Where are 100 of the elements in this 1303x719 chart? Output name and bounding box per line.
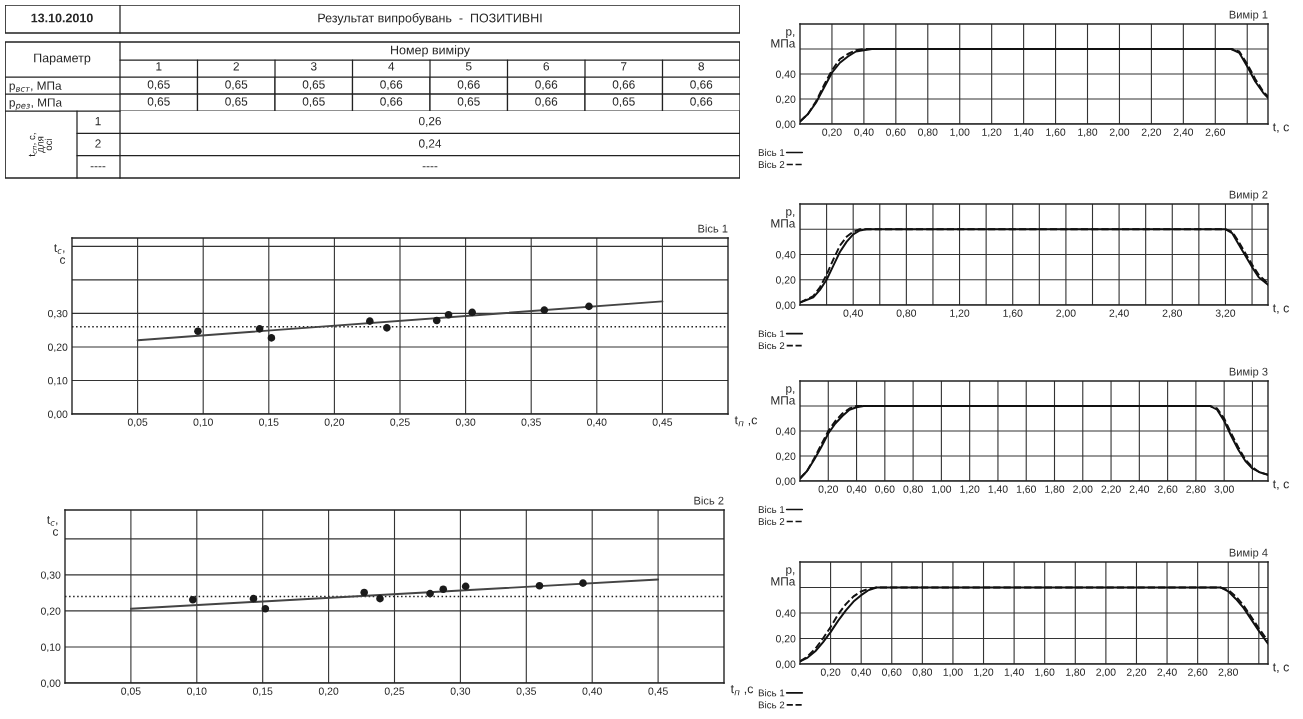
x-tick-label: 0,60 (886, 128, 906, 138)
y-tick-label: 0,20 (775, 95, 796, 105)
data-label: 0,65 (457, 97, 480, 108)
x-tick-label: 1,60 (1016, 485, 1036, 495)
x-tick-label: 1,80 (1078, 128, 1098, 138)
x-tick-label: 0,05 (127, 418, 148, 428)
y-tick-label: 0,10 (47, 376, 68, 386)
x-tick-label: 2,00 (1056, 309, 1076, 319)
x-tick-label: 0,20 (324, 418, 345, 428)
point (585, 302, 593, 311)
y-tick-label: 0,00 (775, 301, 796, 311)
legend-label: Вісь 2 (758, 701, 785, 709)
x-tick-label: 1,20 (950, 309, 970, 319)
x-tick-label: 1,40 (988, 485, 1008, 495)
chart-subtitle: Результат випробувань - ПОЗИТИВНІ (318, 13, 542, 25)
y-axis-title: p, МПа (771, 29, 796, 48)
data-label: 0,65 (612, 97, 635, 108)
x-tick-label: 1,40 (1004, 668, 1024, 678)
point (189, 595, 197, 604)
data-label: 0,66 (535, 97, 558, 108)
x-axis-title: t$_{п}$ ,с (734, 416, 758, 427)
x-tick-label: 1,20 (982, 128, 1002, 138)
x-tick-label: 2,40 (1109, 309, 1129, 319)
point (360, 588, 368, 597)
y-tick-label: 0,20 (775, 635, 796, 644)
x-tick-label: 0,60 (882, 668, 902, 678)
y-axis-title: p, МПа (771, 567, 796, 586)
point (383, 324, 391, 332)
y-axis-title: t$_{с}$, с (54, 244, 66, 264)
y-axis-title: p, МПа (771, 209, 796, 228)
x-tick-label: 1,80 (1045, 485, 1065, 495)
text: 0,24 (418, 139, 442, 150)
data-label: 0,65 (225, 97, 248, 108)
x-tick-label: 0,60 (875, 485, 895, 495)
x-tick-label: 0,35 (521, 418, 541, 428)
text: 1 (95, 117, 101, 126)
text: 0,26 (418, 116, 441, 127)
x-tick-label: 2,00 (1109, 128, 1130, 138)
y-tick-label: 0,40 (775, 70, 796, 80)
legend-label: Вісь 2 (758, 517, 785, 525)
point (426, 589, 434, 598)
x-tick-label: 0,80 (896, 309, 917, 319)
point (267, 334, 276, 342)
legend-label: Вісь 1 (758, 689, 785, 697)
legend-label: Вісь 2 (758, 342, 785, 350)
x-tick-label: 2,80 (1186, 485, 1206, 495)
point (194, 327, 202, 335)
x-tick-label: 0,45 (648, 687, 668, 697)
x-tick-label: 0,10 (187, 687, 207, 697)
x-tick-label: 0,30 (455, 418, 476, 428)
x-tick-label: 0,40 (846, 485, 867, 495)
chart-title: Вісь 2 (694, 496, 724, 505)
x-tick-label: 2,40 (1129, 485, 1150, 495)
x-tick-label: 2,20 (1141, 128, 1162, 138)
x-tick-label: 2,60 (1205, 128, 1226, 138)
x-tick-label: 2,80 (1218, 668, 1238, 678)
point (439, 585, 448, 594)
x-tick-label: 0,15 (252, 687, 273, 697)
legend-label: Вісь 1 (758, 505, 785, 513)
y-tick-label: 0,30 (40, 571, 61, 580)
chart-title: Вимір 3 (1229, 367, 1268, 378)
y-tick-label: 0,40 (775, 609, 796, 619)
x-tick-label: 1,60 (1035, 668, 1055, 678)
y-tick-label: 0,40 (775, 251, 796, 260)
data-label: 0,66 (535, 80, 558, 91)
x-axis-title: t, с (1272, 480, 1290, 490)
text: ---- (422, 166, 438, 168)
data-label: 0,65 (302, 97, 325, 108)
x-axis-title: t, с (1272, 663, 1290, 673)
data-label: 0,66 (690, 97, 713, 108)
data-label: 0,65 (147, 80, 170, 91)
x-tick-label: 1,00 (950, 128, 970, 138)
text: t$_{сп}$, с, для осі (28, 133, 52, 157)
chart-title: 13.10.2010 (31, 13, 93, 23)
y-tick-label: 0,20 (775, 452, 796, 462)
y-tick-label: 0,00 (47, 410, 68, 420)
y-tick-label: 0,40 (775, 427, 796, 437)
x-tick-label: 6 (543, 62, 550, 71)
point (461, 582, 470, 591)
y-tick-label: 0,20 (47, 343, 68, 353)
x-axis-title: t$_{п}$ ,с (730, 685, 754, 696)
y-axis-title: p, МПа (771, 386, 796, 405)
x-axis-title: Номер виміру (391, 45, 470, 57)
x-tick-label: 7 (621, 62, 627, 71)
point (432, 316, 441, 325)
data-label: 0,65 (225, 80, 248, 91)
text: ---- (90, 166, 106, 168)
x-tick-label: 0,25 (384, 687, 405, 697)
x-tick-label: 2,40 (1157, 668, 1177, 678)
x-tick-label: 2,20 (1101, 485, 1121, 495)
x-tick-label: 0,40 (851, 668, 871, 678)
x-tick-label: 0,40 (587, 418, 607, 428)
x-tick-label: 0,30 (450, 687, 471, 697)
x-tick-label: 4 (388, 62, 395, 71)
x-tick-label: 0,25 (390, 418, 410, 428)
x-axis-title: t, с (1272, 304, 1290, 314)
point (261, 604, 270, 613)
y-axis-title: Параметр (34, 53, 91, 65)
x-tick-label: 0,80 (903, 485, 923, 495)
x-tick-label: 0,40 (843, 309, 863, 319)
